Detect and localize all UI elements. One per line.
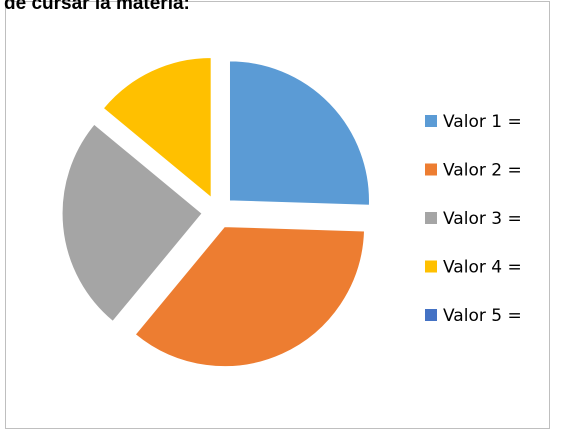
pie-slice — [228, 60, 370, 206]
legend-swatch — [425, 115, 437, 127]
legend-swatch — [425, 309, 437, 321]
pie-slice — [102, 57, 212, 199]
legend-label: Valor 3 = — [443, 209, 522, 229]
legend-label: Valor 1 = — [443, 112, 522, 132]
legend-swatch — [425, 260, 437, 273]
legend-label: Valor 4 = — [443, 258, 522, 278]
legend-label: Valor 2 = — [443, 161, 522, 181]
pie-slice — [61, 123, 203, 323]
legend-swatch — [425, 212, 437, 224]
legend-label: Valor 5 = — [443, 306, 522, 326]
pie-slice — [134, 226, 366, 368]
legend-swatch — [425, 163, 437, 176]
chart-title: de cursar la materia: — [4, 0, 190, 14]
